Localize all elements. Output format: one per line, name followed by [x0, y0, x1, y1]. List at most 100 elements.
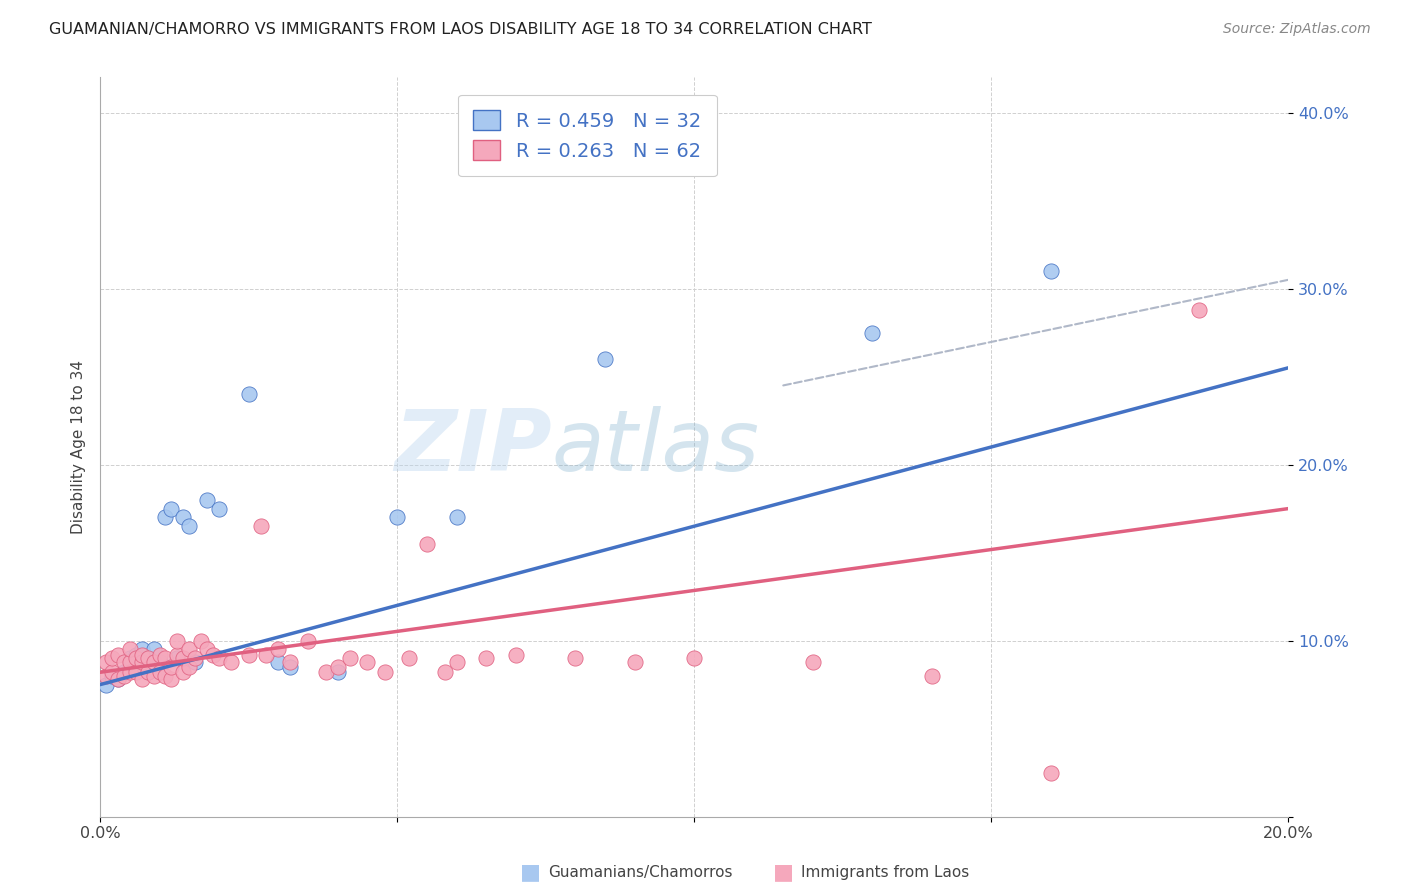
Point: [131, 655, 153, 669]
Point: [125, 651, 148, 665]
Point: [166, 648, 188, 662]
Point: [356, 655, 378, 669]
Point: [155, 669, 177, 683]
Point: [623, 655, 645, 669]
Point: [148, 655, 170, 669]
Point: [125, 660, 148, 674]
Point: [131, 648, 153, 662]
Point: [184, 651, 207, 665]
Point: [112, 655, 135, 669]
Point: [160, 501, 183, 516]
Point: [860, 326, 883, 340]
Point: [131, 673, 153, 687]
Point: [184, 655, 207, 669]
Point: [416, 537, 439, 551]
Point: [385, 510, 408, 524]
Point: [125, 665, 148, 680]
Point: [267, 655, 290, 669]
Point: [101, 651, 124, 665]
Point: [433, 665, 456, 680]
Point: [101, 669, 124, 683]
Point: [107, 648, 129, 662]
Point: [107, 673, 129, 687]
Point: [136, 651, 159, 665]
Point: [94, 655, 117, 669]
Point: [172, 651, 194, 665]
Point: [155, 510, 177, 524]
Text: ■: ■: [773, 863, 794, 882]
Point: [267, 642, 290, 657]
Point: [593, 351, 616, 366]
Point: [148, 665, 170, 680]
Point: [326, 665, 349, 680]
Point: [142, 669, 165, 683]
Point: [190, 633, 212, 648]
Point: [446, 655, 468, 669]
Point: [136, 651, 159, 665]
Point: [131, 655, 153, 669]
Point: [1039, 264, 1062, 278]
Point: [326, 660, 349, 674]
Point: [94, 677, 117, 691]
Text: Guamanians/Chamorros: Guamanians/Chamorros: [548, 865, 733, 880]
Point: [131, 642, 153, 657]
Point: [166, 633, 188, 648]
Point: [160, 673, 183, 687]
Point: [107, 673, 129, 687]
Point: [921, 669, 943, 683]
Point: [118, 651, 141, 665]
Point: [166, 651, 188, 665]
Point: [201, 648, 224, 662]
Point: [195, 642, 218, 657]
Text: Immigrants from Laos: Immigrants from Laos: [801, 865, 970, 880]
Point: [136, 665, 159, 680]
Point: [172, 510, 194, 524]
Point: [148, 660, 170, 674]
Point: [118, 665, 141, 680]
Point: [118, 642, 141, 657]
Point: [238, 648, 260, 662]
Point: [315, 665, 337, 680]
Legend: R = 0.459   N = 32, R = 0.263   N = 62: R = 0.459 N = 32, R = 0.263 N = 62: [458, 95, 717, 177]
Point: [208, 501, 231, 516]
Point: [683, 651, 706, 665]
Point: [148, 648, 170, 662]
Point: [278, 655, 301, 669]
Point: [195, 492, 218, 507]
Point: [172, 665, 194, 680]
Point: [208, 651, 231, 665]
Point: [1188, 302, 1211, 317]
Point: [564, 651, 586, 665]
Y-axis label: Disability Age 18 to 34: Disability Age 18 to 34: [72, 360, 86, 534]
Point: [101, 665, 124, 680]
Point: [179, 642, 201, 657]
Point: [297, 633, 319, 648]
Point: [278, 660, 301, 674]
Point: [179, 660, 201, 674]
Point: [112, 669, 135, 683]
Point: [142, 655, 165, 669]
Point: [112, 665, 135, 680]
Point: [475, 651, 498, 665]
Point: [374, 665, 396, 680]
Point: [142, 642, 165, 657]
Point: [136, 665, 159, 680]
Point: [125, 648, 148, 662]
Point: [94, 669, 117, 683]
Text: Source: ZipAtlas.com: Source: ZipAtlas.com: [1223, 22, 1371, 37]
Text: ■: ■: [520, 863, 541, 882]
Text: GUAMANIAN/CHAMORRO VS IMMIGRANTS FROM LAOS DISABILITY AGE 18 TO 34 CORRELATION C: GUAMANIAN/CHAMORRO VS IMMIGRANTS FROM LA…: [49, 22, 872, 37]
Point: [118, 660, 141, 674]
Point: [219, 655, 242, 669]
Point: [446, 510, 468, 524]
Point: [256, 648, 278, 662]
Point: [155, 651, 177, 665]
Point: [398, 651, 420, 665]
Text: ZIP: ZIP: [394, 406, 551, 489]
Text: atlas: atlas: [551, 406, 759, 489]
Point: [249, 519, 271, 533]
Point: [238, 387, 260, 401]
Point: [339, 651, 361, 665]
Point: [179, 519, 201, 533]
Point: [505, 648, 527, 662]
